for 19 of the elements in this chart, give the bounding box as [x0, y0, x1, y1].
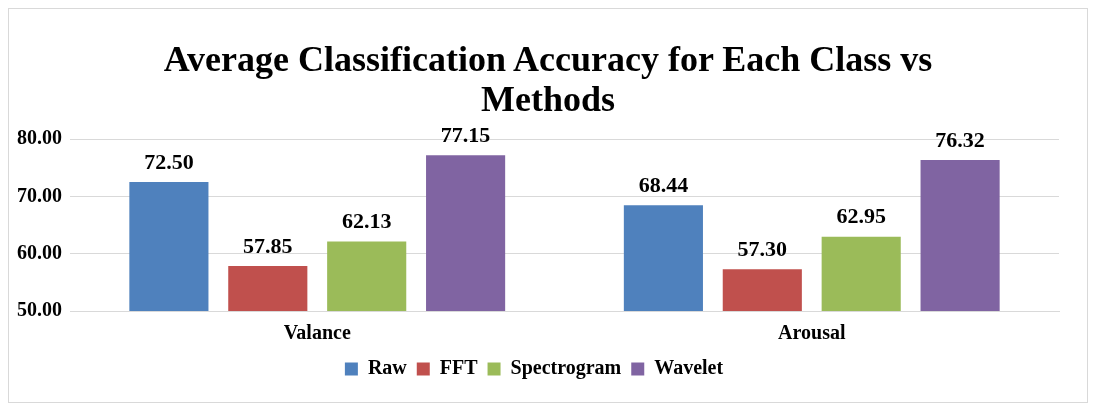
data-label: 57.85 [243, 232, 293, 258]
chart-title: Average Classification Accuracy for Each Class vs Methods [162, 39, 934, 119]
legend-label: Wavelet [654, 356, 724, 379]
data-label: 72.50 [144, 148, 194, 174]
data-label: 62.95 [836, 203, 886, 229]
data-label: 77.15 [440, 122, 491, 148]
y-tick-label: 70.00 [17, 183, 62, 206]
data-label: 68.44 [638, 171, 689, 197]
x-tick-label: Valance [283, 321, 351, 344]
y-tick-label: 50.00 [17, 298, 62, 321]
data-label: 57.30 [737, 235, 788, 261]
x-tick-label: Arousal [778, 321, 846, 344]
legend-label: FFT [439, 356, 479, 379]
legend-label: Raw [367, 356, 408, 379]
data-label: 76.32 [935, 126, 985, 152]
data-label: 62.13 [341, 208, 392, 234]
legend-label: Spectrogram [510, 356, 622, 380]
y-tick-label: 80.00 [17, 126, 62, 149]
y-tick-label: 60.00 [17, 240, 62, 263]
